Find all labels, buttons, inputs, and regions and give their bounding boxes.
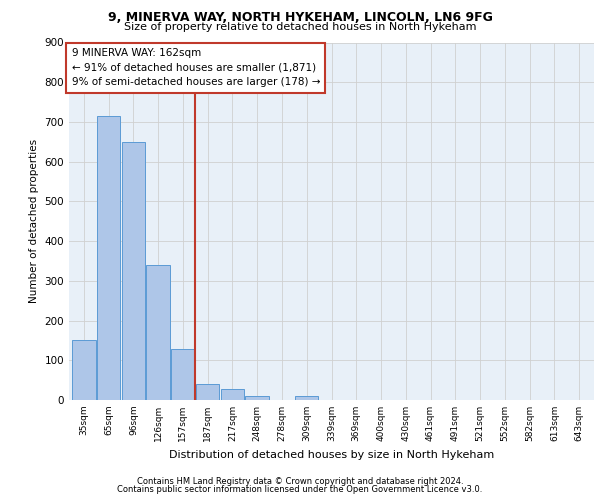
Bar xyxy=(196,384,220,400)
Y-axis label: Number of detached properties: Number of detached properties xyxy=(29,139,39,304)
Bar xyxy=(295,396,319,400)
Text: 9, MINERVA WAY, NORTH HYKEHAM, LINCOLN, LN6 9FG: 9, MINERVA WAY, NORTH HYKEHAM, LINCOLN, … xyxy=(107,11,493,24)
Text: Contains HM Land Registry data © Crown copyright and database right 2024.: Contains HM Land Registry data © Crown c… xyxy=(137,477,463,486)
Bar xyxy=(72,340,95,400)
X-axis label: Distribution of detached houses by size in North Hykeham: Distribution of detached houses by size … xyxy=(169,450,494,460)
Bar xyxy=(146,265,170,400)
Text: Contains public sector information licensed under the Open Government Licence v3: Contains public sector information licen… xyxy=(118,485,482,494)
Bar xyxy=(122,142,145,400)
Bar xyxy=(97,116,121,400)
Bar xyxy=(245,396,269,400)
Bar xyxy=(221,390,244,400)
Text: Size of property relative to detached houses in North Hykeham: Size of property relative to detached ho… xyxy=(124,22,476,32)
Bar xyxy=(171,349,194,400)
Text: 9 MINERVA WAY: 162sqm
← 91% of detached houses are smaller (1,871)
9% of semi-de: 9 MINERVA WAY: 162sqm ← 91% of detached … xyxy=(71,48,320,88)
